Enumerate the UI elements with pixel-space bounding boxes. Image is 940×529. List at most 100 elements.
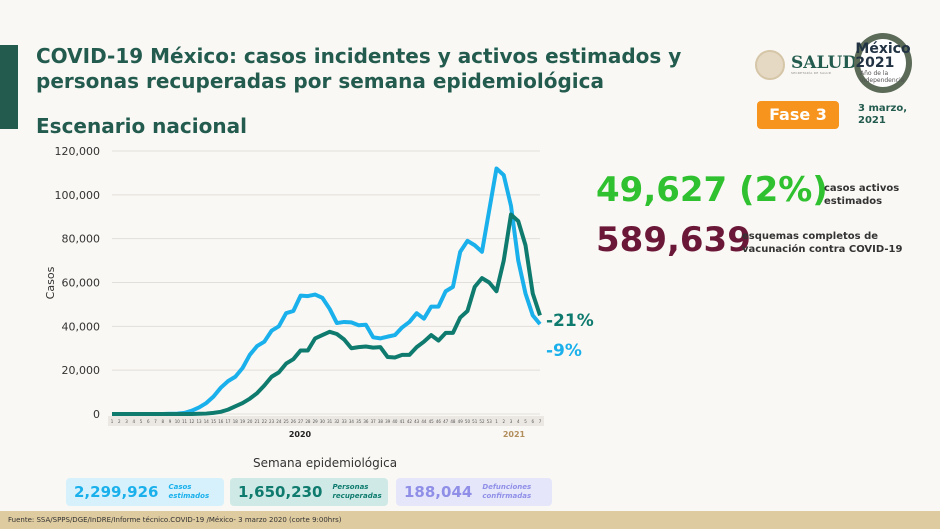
active-cases-label: casos activos estimados: [824, 183, 900, 207]
x-tick-label: 48: [450, 419, 456, 424]
summary-value: 1,650,230: [238, 483, 323, 501]
y-tick-label: 0: [93, 408, 100, 421]
active-cases-value: 49,627 (2%): [596, 170, 828, 210]
y-tick-label: 120,000: [55, 145, 101, 158]
x-tick-label: 3: [510, 419, 513, 424]
series-end-label: -9%: [546, 341, 582, 361]
x-tick-label: 7: [539, 419, 542, 424]
x-tick-label: 26: [291, 419, 297, 424]
x-tick-label: 14: [204, 419, 210, 424]
x-tick-label: 5: [524, 419, 527, 424]
x-tick-label: 17: [226, 419, 232, 424]
x-tick-label: 2: [118, 419, 121, 424]
x-tick-label: 25: [284, 419, 290, 424]
summary-estimated-cases: 2,299,926 Casos estimados: [66, 478, 224, 506]
summary-label: Defunciones confirmadas: [482, 483, 532, 500]
x-tick-label: 15: [211, 419, 217, 424]
y-tick-label: 60,000: [62, 277, 101, 290]
x-tick-label: 19: [240, 419, 246, 424]
salud-logo: SALUD SECRETARÍA DE SALUD: [755, 50, 857, 80]
y-tick-label: 20,000: [62, 364, 101, 377]
x-tick-label: 45: [429, 419, 435, 424]
series-end-label: -21%: [546, 311, 594, 331]
x-tick-label: 34: [349, 419, 355, 424]
x-tick-label: 38: [378, 419, 384, 424]
vaccination-label: esquemas completos de vacunación contra …: [742, 231, 903, 255]
x-tick-label: 12: [189, 419, 195, 424]
x-tick-label: 16: [218, 419, 224, 424]
x-tick-label: 40: [392, 419, 398, 424]
year-label-2021: 2021: [503, 430, 526, 439]
x-tick-label: 43: [414, 419, 420, 424]
x-tick-label: 5: [140, 419, 143, 424]
summary-recovered: 1,650,230 Personas recuperadas: [230, 478, 388, 506]
x-tick-label: 50: [465, 419, 471, 424]
y-tick-label: 100,000: [55, 189, 101, 202]
x-tick-label: 52: [479, 419, 485, 424]
x-tick-label: 27: [298, 419, 304, 424]
x-tick-label: 36: [363, 419, 369, 424]
x-tick-label: 33: [342, 419, 348, 424]
source-footer: Fuente: SSA/SPPS/DGE/InDRE/Informe técni…: [0, 511, 940, 529]
x-tick-label: 13: [197, 419, 203, 424]
series-line-0: [112, 166, 542, 416]
x-tick-label: 37: [371, 419, 377, 424]
x-tick-label: 4: [132, 419, 135, 424]
logo-2021-sub: Año de la Independencia: [860, 70, 905, 84]
x-tick-label: 23: [269, 419, 275, 424]
x-tick-label: 29: [313, 419, 319, 424]
logo-2021-text: México 2021: [855, 41, 911, 71]
x-tick-label: 39: [385, 419, 391, 424]
x-tick-label: 47: [443, 419, 449, 424]
x-tick-label: 18: [233, 419, 239, 424]
x-tick-label: 10: [175, 419, 181, 424]
x-tick-label: 41: [400, 419, 406, 424]
x-tick-label: 31: [327, 419, 333, 424]
x-tick-label: 44: [421, 419, 427, 424]
mexico-2021-logo: México 2021 Año de la Independencia: [854, 33, 912, 93]
summary-deaths: 188,044 Defunciones confirmadas: [396, 478, 552, 506]
x-axis-band: [108, 416, 544, 426]
x-tick-label: 1: [111, 419, 114, 424]
summary-label: Casos estimados: [168, 483, 210, 500]
x-tick-label: 4: [517, 419, 520, 424]
x-tick-label: 20: [247, 419, 253, 424]
x-tick-label: 8: [162, 419, 165, 424]
series-line-1: [112, 212, 542, 416]
x-tick-label: 46: [436, 419, 442, 424]
x-tick-label: 42: [407, 419, 413, 424]
page-title: COVID-19 México: casos incidentes y acti…: [36, 44, 682, 93]
x-tick-label: 6: [147, 419, 150, 424]
y-tick-label: 40,000: [62, 320, 101, 333]
page-subtitle: Escenario nacional: [36, 114, 247, 138]
summary-value: 188,044: [404, 483, 473, 501]
salud-logo-text: SALUD: [791, 53, 858, 73]
x-tick-label: 24: [276, 419, 282, 424]
phase-badge: Fase 3: [757, 101, 839, 129]
accent-bar: [0, 45, 18, 129]
seal-icon: [755, 50, 785, 80]
x-tick-label: 1: [495, 419, 498, 424]
x-tick-label: 7: [154, 419, 157, 424]
summary-value: 2,299,926: [74, 483, 159, 501]
x-tick-label: 11: [182, 419, 188, 424]
x-tick-label: 53: [487, 419, 493, 424]
y-axis-title: Casos: [44, 266, 57, 299]
vaccination-value: 589,639: [596, 220, 751, 260]
x-tick-label: 9: [169, 419, 172, 424]
x-axis-title: Semana epidemiológica: [253, 456, 397, 470]
x-tick-label: 3: [125, 419, 128, 424]
x-tick-label: 35: [356, 419, 362, 424]
x-tick-label: 21: [255, 419, 261, 424]
salud-logo-sub: SECRETARÍA DE SALUD: [791, 71, 832, 75]
report-date: 3 marzo, 2021: [858, 103, 908, 126]
x-tick-label: 30: [320, 419, 326, 424]
x-tick-label: 22: [262, 419, 268, 424]
summary-label: Personas recuperadas: [332, 483, 382, 500]
x-tick-label: 28: [305, 419, 311, 424]
x-tick-label: 51: [472, 419, 478, 424]
year-label-2020: 2020: [289, 430, 312, 439]
x-tick-label: 2: [502, 419, 505, 424]
x-tick-label: 49: [458, 419, 464, 424]
